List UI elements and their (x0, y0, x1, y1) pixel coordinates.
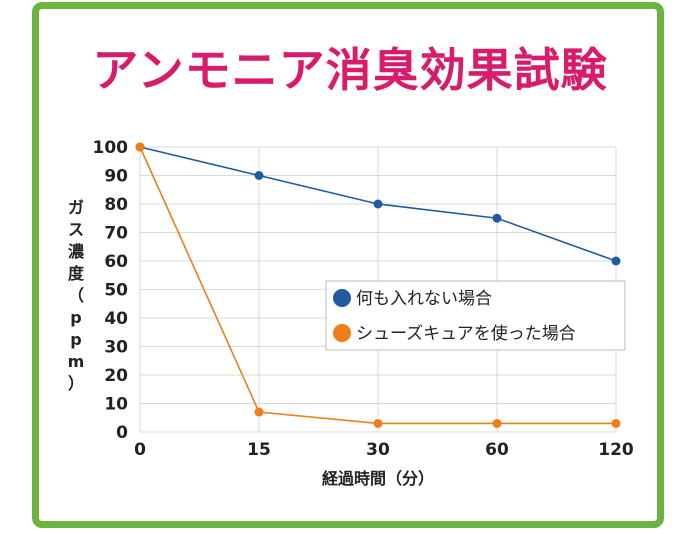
x-tick-label: 30 (366, 440, 390, 460)
y-axis-label-char: ガ (68, 198, 84, 217)
x-tick-label: 120 (598, 440, 634, 460)
y-tick-label: 0 (116, 423, 128, 443)
legend-label-series-2: シューズキュアを使った場合 (356, 323, 576, 344)
y-tick-label: 20 (104, 366, 128, 386)
y-axis-label: ガス濃度（ p p m） (68, 198, 85, 393)
x-tick-labels: 0 15 30 60 120 (134, 440, 634, 460)
data-point-series-2 (374, 419, 383, 428)
data-point-series-1 (255, 171, 264, 180)
legend-label-series-1: 何も入れない場合 (356, 289, 492, 309)
y-tick-label: 90 (104, 167, 128, 187)
y-axis-label-char: p (70, 330, 81, 349)
y-axis-label-char: m (68, 352, 85, 371)
y-axis-label-char: ） (68, 374, 84, 393)
y-axis-label-char: 濃 (68, 242, 85, 261)
data-point-series-1 (374, 200, 383, 209)
y-tick-label: 70 (104, 224, 128, 244)
y-tick-label: 60 (104, 252, 128, 272)
x-tick-label: 0 (134, 440, 146, 460)
y-axis-label-char: p (70, 308, 81, 327)
y-axis-label-char: ス (68, 220, 84, 239)
y-axis-label-char: （ (68, 286, 84, 305)
legend: 何も入れない場合 シューズキュアを使った場合 (326, 281, 625, 350)
y-tick-label: 30 (104, 338, 128, 358)
legend-marker-series-1 (333, 289, 351, 307)
data-point-series-2 (612, 419, 621, 428)
legend-marker-series-2 (333, 324, 351, 342)
y-tick-label: 10 (104, 395, 128, 415)
y-axis-label-char: 度 (68, 264, 85, 283)
x-tick-label: 15 (247, 440, 271, 460)
x-axis-label: 経過時間（分） (322, 469, 434, 488)
y-tick-label: 40 (104, 309, 128, 329)
data-point-series-2 (493, 419, 502, 428)
data-point-series-1 (493, 214, 502, 223)
data-point-series-1 (612, 257, 621, 266)
y-tick-label: 50 (104, 281, 128, 301)
y-tick-label: 100 (93, 138, 129, 158)
x-tick-label: 60 (485, 440, 509, 460)
y-tick-label: 80 (104, 195, 128, 215)
data-point-series-2 (255, 408, 264, 417)
data-point-series-2 (136, 143, 145, 152)
